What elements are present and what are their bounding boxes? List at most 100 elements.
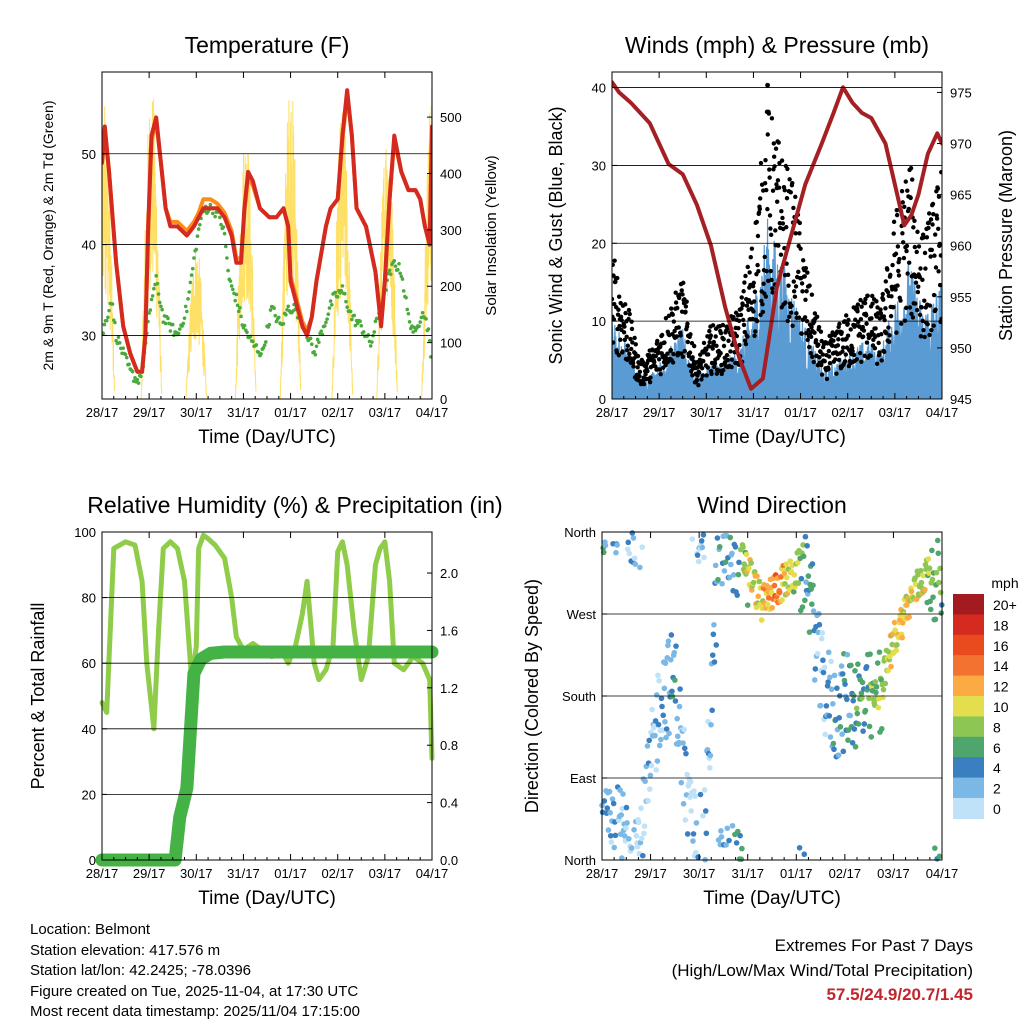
gust-point [904, 248, 909, 254]
gust-point [875, 305, 880, 310]
gust-point [840, 345, 846, 350]
gust-point [816, 324, 822, 330]
direction-point [740, 544, 746, 550]
gust-point [817, 355, 822, 360]
rh-plot-area [95, 532, 439, 867]
direction-point [694, 552, 701, 558]
direction-point [707, 765, 713, 771]
gust-point [779, 158, 785, 163]
rh-ytick-label: 100 [74, 525, 96, 540]
gust-point [720, 322, 726, 328]
gust-point [699, 366, 705, 371]
gust-point [680, 292, 685, 297]
gust-point [739, 295, 744, 300]
gust-point [632, 335, 637, 341]
gust-point [835, 343, 841, 348]
direction-point [851, 726, 858, 732]
direction-point [937, 589, 944, 596]
gust-point [671, 351, 676, 357]
temp-xtick-label: 29/17 [133, 405, 166, 420]
gust-point [751, 280, 757, 286]
gust-point [893, 251, 899, 256]
dewpoint-point [372, 330, 377, 334]
recent-timestamp: Most recent data timestamp: 2025/11/04 1… [30, 1003, 360, 1020]
dewpoint-point [159, 304, 163, 309]
gust-point [843, 352, 849, 357]
direction-point [700, 813, 706, 819]
gust-point [800, 289, 805, 294]
gust-point [840, 349, 845, 354]
gust-point [645, 368, 650, 374]
dewpoint-point [418, 320, 423, 324]
gust-point [801, 258, 806, 263]
rh-ytick-label: 40 [82, 722, 96, 737]
gust-point [877, 350, 882, 355]
dewpoint-point [251, 339, 255, 344]
gust-point [883, 331, 889, 336]
temp-2m-line [102, 88, 432, 374]
dir-ylabel: Direction (Colored By Speed) [522, 579, 542, 813]
gust-point [903, 179, 908, 184]
direction-point [687, 794, 693, 800]
direction-point [751, 568, 758, 575]
direction-point [693, 849, 699, 856]
dewpoint-point [245, 330, 249, 335]
gust-point [778, 252, 784, 257]
gust-point [626, 316, 631, 322]
direction-point [750, 579, 757, 586]
dewpoint-point [333, 290, 338, 295]
dir-ytick-label: East [570, 771, 596, 786]
dewpoint-point [406, 311, 411, 316]
gust-point [679, 288, 684, 293]
direction-point [927, 606, 934, 613]
dewpoint-point [313, 352, 318, 357]
gust-point [753, 329, 758, 334]
direction-point [649, 706, 655, 713]
rh-xtick-label: 01/17 [274, 866, 307, 881]
direction-point [646, 786, 653, 792]
gust-point [780, 221, 786, 226]
wind-xlabel: Time (Day/UTC) [708, 427, 846, 448]
dewpoint-point [192, 256, 196, 260]
direction-point [816, 621, 823, 628]
wind-xtick-label: 30/17 [690, 405, 723, 420]
gust-point [765, 278, 771, 283]
gust-point [891, 219, 897, 225]
gust-point [787, 177, 792, 182]
dewpoint-point [254, 343, 259, 347]
gust-point [662, 340, 667, 345]
direction-point [866, 695, 872, 702]
gust-point [916, 284, 921, 289]
direction-point [855, 661, 861, 667]
direction-point [618, 812, 625, 818]
gust-point [908, 195, 913, 201]
temp-xtick-label: 04/17 [416, 405, 449, 420]
gust-point [625, 343, 631, 348]
gust-point [630, 340, 635, 345]
direction-point [930, 594, 936, 600]
direction-point [845, 737, 851, 743]
dewpoint-point [348, 309, 353, 314]
gust-point [809, 292, 815, 297]
gust-point [882, 317, 887, 323]
gust-point [808, 351, 813, 356]
rh-ytick-label: 20 [82, 787, 96, 802]
direction-point [888, 663, 894, 670]
direction-point [621, 833, 628, 839]
direction-point [647, 772, 654, 779]
dewpoint-point [102, 322, 107, 327]
gust-point [766, 111, 772, 116]
direction-point [714, 535, 721, 541]
direction-point [839, 671, 846, 677]
direction-point [737, 832, 743, 839]
direction-point [818, 635, 825, 642]
direction-point [938, 610, 945, 616]
gust-point [845, 333, 851, 338]
direction-point [605, 827, 612, 833]
gust-point [646, 358, 651, 363]
gust-point [659, 332, 665, 338]
gust-point [708, 333, 714, 338]
dewpoint-point [242, 323, 247, 328]
direction-point [873, 684, 880, 690]
direction-point [787, 558, 794, 564]
